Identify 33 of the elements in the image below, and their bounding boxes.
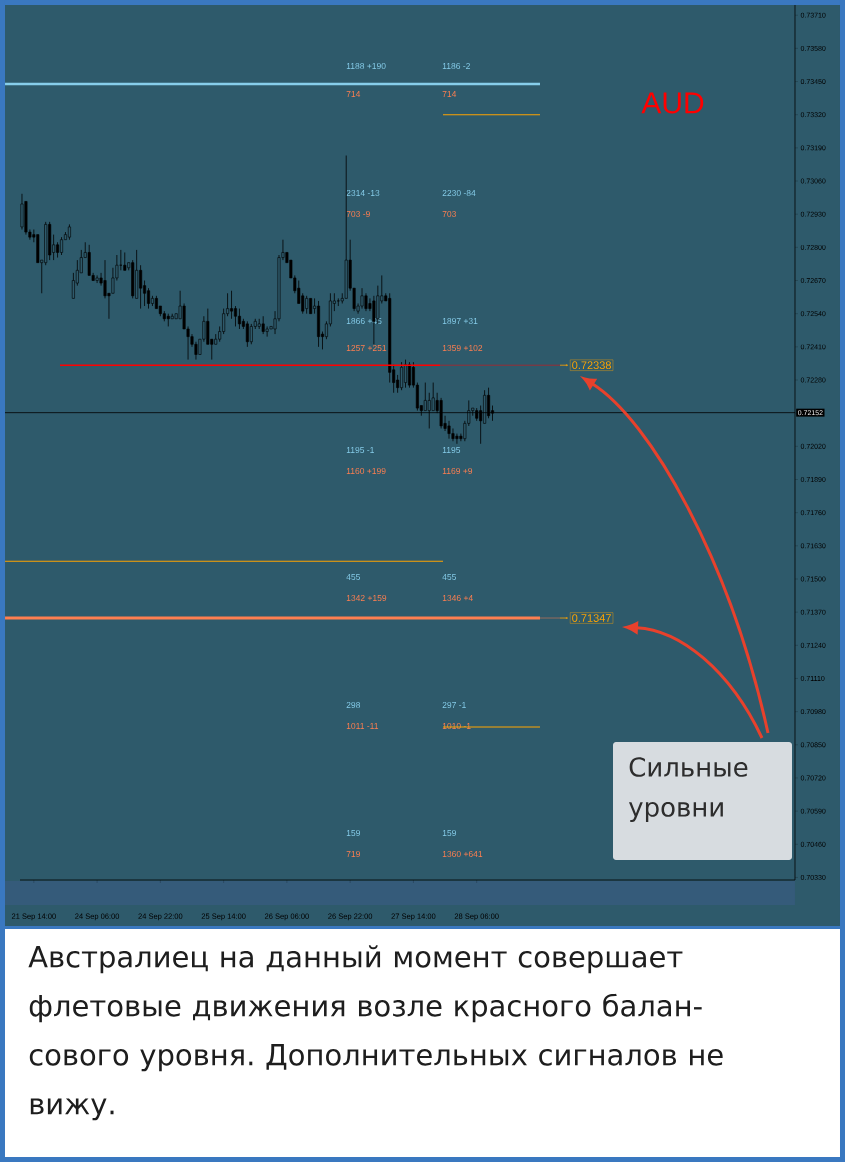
annotation: 703 -9 [346,211,370,218]
annotation: 297 -1 [442,702,466,709]
annotation: 1160 +199 [346,468,386,475]
annotation: 1360 +641 [442,851,483,858]
annotation: 1866 +45 [346,318,382,325]
text: AUD [641,92,704,114]
annotation: 719 [346,851,360,858]
annotation: 1359 +102 [442,345,483,352]
annotation: 714 [442,91,457,97]
annotation: 159 [346,830,360,837]
annotation: 1257 +251 [346,345,387,352]
annotation: 1195 [442,447,461,454]
annotation: 455 [442,574,457,580]
annotation: 2314 -13 [346,190,380,197]
annotation: 1342 +159 [346,595,387,602]
annotation: 714 [346,91,361,97]
annotation: 1169 +9 [442,468,473,475]
annotation: 159 [442,830,456,837]
ref-line-label: 0.71347 [572,614,611,622]
annotation: 1188 +190 [346,63,386,70]
annotation: 1011 -11 [346,723,379,730]
annotation: 1346 +4 [442,595,473,602]
annotation: 1186 -2 [442,63,470,70]
text: Австралиец на данный момент совершает флетовые движения возле красного балан-сового уровня. Дополнительных сигналов не вижу. [28,945,723,1121]
ref-line-label: 0.72338 [572,361,611,370]
annotation: 298 [346,702,361,709]
annotation: 1195 -1 [346,447,374,454]
annotation: Сильные уровни [628,757,748,822]
annotation: 1897 +31 [442,318,478,325]
annotation: 1010 -1 [442,723,471,730]
annotation: 455 [346,574,361,580]
annotation: 703 [442,211,457,218]
annotation: 2230 -84 [442,190,476,197]
